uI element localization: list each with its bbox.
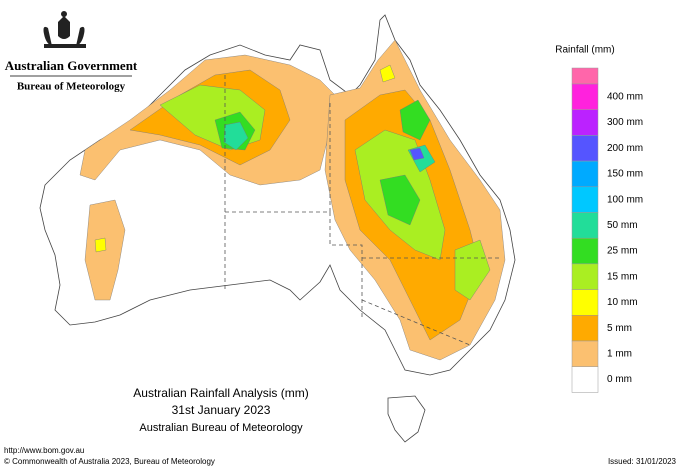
legend-label: 150 mm bbox=[607, 169, 643, 180]
agency: Australian Government bbox=[5, 58, 138, 73]
legend-label: 400 mm bbox=[607, 91, 643, 102]
legend-swatch bbox=[571, 83, 599, 110]
legend-label: 15 mm bbox=[607, 271, 638, 282]
legend-swatch bbox=[571, 135, 599, 162]
footer-copyright: © Commonwealth of Australia 2023, Bureau… bbox=[4, 457, 215, 466]
legend-swatch bbox=[571, 109, 599, 136]
legend-label: 100 mm bbox=[607, 194, 643, 205]
crest bbox=[43, 11, 86, 48]
title-source: Australian Bureau of Meteorology bbox=[139, 422, 303, 434]
legend-swatch bbox=[571, 289, 599, 316]
legend-label: 300 mm bbox=[607, 117, 643, 128]
legend-swatch bbox=[571, 212, 599, 239]
legend-title: Rainfall (mm) bbox=[555, 45, 614, 56]
legend-label: 50 mm bbox=[607, 220, 638, 231]
legend-label: 25 mm bbox=[607, 246, 638, 257]
legend-swatch bbox=[571, 160, 599, 188]
title-date: 31st January 2023 bbox=[172, 403, 271, 417]
legend-swatch bbox=[571, 366, 599, 393]
title-line: Australian Rainfall Analysis (mm) bbox=[133, 386, 308, 400]
legend-swatch bbox=[571, 263, 599, 290]
state-borders bbox=[224, 75, 500, 346]
legend-label: 10 mm bbox=[607, 297, 638, 308]
tasmania bbox=[387, 395, 426, 443]
legend-label: 1 mm bbox=[607, 348, 632, 359]
legend-swatch bbox=[571, 67, 599, 85]
legend: 400 mm 300 mm 200 mm 150 mm 100 mm 50 mm 25 mm… bbox=[571, 67, 643, 393]
legend-swatch bbox=[571, 315, 599, 342]
legend-label: 5 mm bbox=[607, 323, 632, 334]
rainfall-areas bbox=[79, 39, 506, 361]
bureau: Bureau of Meteorology bbox=[17, 81, 126, 93]
legend-label: 0 mm bbox=[607, 374, 632, 385]
footer-url: http://www.bom.gov.au bbox=[4, 446, 84, 455]
legend-label: 200 mm bbox=[607, 143, 643, 154]
legend-swatch bbox=[571, 237, 599, 265]
footer-issued: Issued: 31/01/2023 bbox=[608, 457, 677, 466]
legend-swatch bbox=[571, 340, 599, 367]
legend-swatch bbox=[571, 186, 599, 213]
